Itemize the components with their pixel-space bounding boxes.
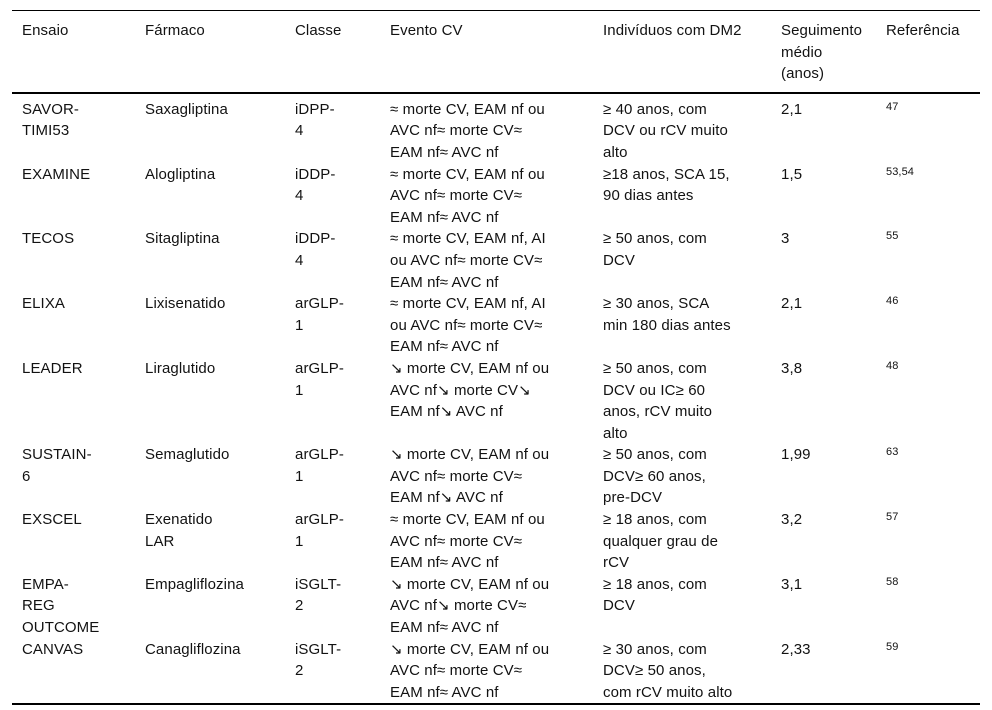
reference-number: 63 xyxy=(876,444,980,509)
dm2-individuals: ≥18 anos, SCA 15, 90 dias antes xyxy=(603,165,730,205)
header-individuos-dm2: Indivíduos com DM2 xyxy=(603,22,742,39)
dm2-individuals: ≥ 40 anos, com DCV ou rCV muito alto xyxy=(603,100,728,161)
reference-superscript: 46 xyxy=(886,295,899,308)
reference-number: 58 xyxy=(876,574,980,639)
drug-class: iDPP- 4 xyxy=(295,100,335,140)
trial-name: SAVOR- TIMI53 xyxy=(22,100,79,140)
trial-name: ELIXA xyxy=(22,295,66,313)
table-body: SAVOR- TIMI53 Saxagliptina iDPP- 4 ≈ mor… xyxy=(12,93,980,705)
table-row: EXAMINE Alogliptina iDDP- 4 ≈ morte CV, … xyxy=(12,164,980,229)
header-referencia: Referência xyxy=(886,22,960,39)
reference-number: 55 xyxy=(876,228,980,293)
drug-class: arGLP- 1 xyxy=(295,511,344,550)
header-seguimento: Seguimento médio (anos) xyxy=(781,22,863,83)
reference-number: 59 xyxy=(876,639,980,705)
drug-name: Canagliflozina xyxy=(145,640,241,658)
dm2-individuals: ≥ 50 anos, com DCV xyxy=(603,230,707,269)
drug-class: arGLP- 1 xyxy=(295,446,344,485)
table-header: Ensaio Fármaco Classe Evento CV Indivídu… xyxy=(12,11,980,93)
trial-name: TECOS xyxy=(22,230,75,248)
drug-class: iSGLT- 2 xyxy=(295,575,342,615)
cv-event: ≈ morte CV, EAM nf ou AVC nf≈ morte CV≈ … xyxy=(390,165,545,226)
header-evento-cv: Evento CV xyxy=(390,22,463,39)
table-row: EMPA- REG OUTCOME Empagliflozina iSGLT- … xyxy=(12,574,980,639)
reference-number: 47 xyxy=(876,93,980,164)
drug-name: Sitagliptina xyxy=(145,230,220,248)
followup-years: 3,1 xyxy=(781,575,803,593)
cv-event: ≈ morte CV, EAM nf ou AVC nf≈ morte CV≈ … xyxy=(390,511,545,572)
cv-event: ≈ morte CV, EAM nf, AI ou AVC nf≈ morte … xyxy=(390,295,546,356)
reference-number: 48 xyxy=(876,358,980,444)
table-row: LEADER Liraglutido arGLP- 1 ↘ morte CV, … xyxy=(12,358,980,444)
drug-name: Lixisenatido xyxy=(145,295,226,313)
reference-superscript: 55 xyxy=(886,230,899,243)
reference-number: 53,54 xyxy=(876,164,980,229)
dm2-individuals: ≥ 50 anos, com DCV ou IC≥ 60 anos, rCV m… xyxy=(603,359,713,442)
cv-event: ↘ morte CV, EAM nf ou AVC nf≈ morte CV≈ … xyxy=(390,640,550,701)
cv-event: ≈ morte CV, EAM nf ou AVC nf≈ morte CV≈ … xyxy=(390,100,545,161)
followup-years: 3 xyxy=(781,230,790,248)
cv-event: ≈ morte CV, EAM nf, AI ou AVC nf≈ morte … xyxy=(390,230,546,291)
followup-years: 2,1 xyxy=(781,295,803,313)
followup-years: 3,8 xyxy=(781,359,803,377)
trial-name: EXAMINE xyxy=(22,165,91,183)
reference-superscript: 63 xyxy=(886,446,899,459)
drug-class: iSGLT- 2 xyxy=(295,640,342,680)
drug-name: Alogliptina xyxy=(145,165,216,183)
trial-name: LEADER xyxy=(22,359,83,377)
drug-class: iDDP- 4 xyxy=(295,230,336,269)
followup-years: 2,1 xyxy=(781,100,803,118)
reference-superscript: 59 xyxy=(886,640,899,653)
drug-class: iDDP- 4 xyxy=(295,165,336,205)
drug-name: Empagliflozina xyxy=(145,575,244,593)
trial-name: CANVAS xyxy=(22,640,84,658)
followup-years: 2,33 xyxy=(781,640,811,658)
drug-name: Semaglutido xyxy=(145,446,230,464)
dm2-individuals: ≥ 50 anos, com DCV≥ 60 anos, pre-DCV xyxy=(603,446,707,507)
followup-years: 1,5 xyxy=(781,165,803,183)
table-row: EXSCEL Exenatido LAR arGLP- 1 ≈ morte CV… xyxy=(12,509,980,574)
drug-name: Liraglutido xyxy=(145,359,216,377)
table-row: SUSTAIN- 6 Semaglutido arGLP- 1 ↘ morte … xyxy=(12,444,980,509)
drug-name: Exenatido LAR xyxy=(145,511,213,550)
trial-name: EMPA- REG OUTCOME xyxy=(22,575,100,637)
reference-superscript: 57 xyxy=(886,511,899,524)
reference-number: 46 xyxy=(876,293,980,358)
dm2-individuals: ≥ 18 anos, com DCV xyxy=(603,575,707,615)
dm2-individuals: ≥ 18 anos, com qualquer grau de rCV xyxy=(603,511,719,572)
header-classe: Classe xyxy=(295,22,342,39)
header-farmaco: Fármaco xyxy=(145,22,205,39)
drug-class: arGLP- 1 xyxy=(295,359,344,399)
reference-superscript: 48 xyxy=(886,359,899,372)
reference-superscript: 47 xyxy=(886,100,899,113)
dm2-individuals: ≥ 30 anos, com DCV≥ 50 anos, com rCV mui… xyxy=(603,640,733,701)
cv-event: ↘ morte CV, EAM nf ou AVC nf↘ morte CV↘ … xyxy=(390,359,550,421)
followup-years: 3,2 xyxy=(781,511,803,529)
reference-number: 57 xyxy=(876,509,980,574)
table-row: ELIXA Lixisenatido arGLP- 1 ≈ morte CV, … xyxy=(12,293,980,358)
cv-event: ↘ morte CV, EAM nf ou AVC nf↘ morte CV≈ … xyxy=(390,575,550,637)
reference-superscript: 53,54 xyxy=(886,165,915,178)
page: Ensaio Fármaco Classe Evento CV Indivídu… xyxy=(0,10,992,710)
followup-years: 1,99 xyxy=(781,446,811,464)
header-ensaio: Ensaio xyxy=(22,22,69,39)
trial-name: SUSTAIN- 6 xyxy=(22,446,92,485)
cv-event: ↘ morte CV, EAM nf ou AVC nf≈ morte CV≈ … xyxy=(390,446,550,507)
reference-superscript: 58 xyxy=(886,575,899,588)
trial-name: EXSCEL xyxy=(22,511,82,529)
cv-outcomes-table: Ensaio Fármaco Classe Evento CV Indivídu… xyxy=(12,10,980,706)
dm2-individuals: ≥ 30 anos, SCA min 180 dias antes xyxy=(603,295,731,334)
table-row: SAVOR- TIMI53 Saxagliptina iDPP- 4 ≈ mor… xyxy=(12,93,980,164)
header-row: Ensaio Fármaco Classe Evento CV Indivídu… xyxy=(12,11,980,93)
table-row: TECOS Sitagliptina iDDP- 4 ≈ morte CV, E… xyxy=(12,228,980,293)
table-row: CANVAS Canagliflozina iSGLT- 2 ↘ morte C… xyxy=(12,639,980,705)
drug-class: arGLP- 1 xyxy=(295,295,344,334)
drug-name: Saxagliptina xyxy=(145,100,228,118)
